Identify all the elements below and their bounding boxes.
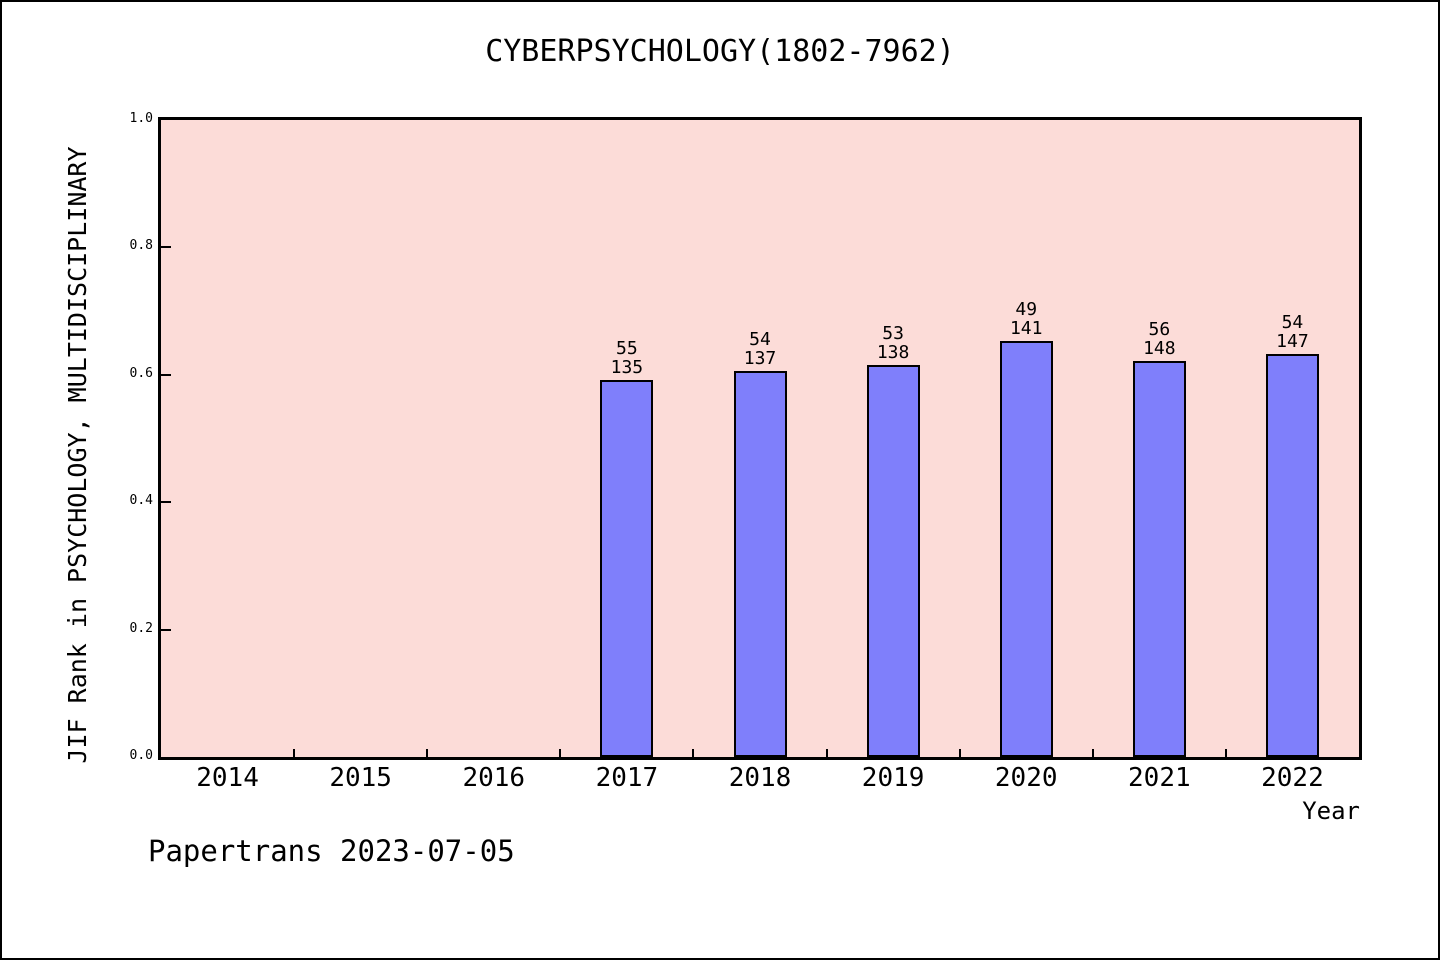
bar-2017 [600,379,654,757]
y-axis-tick [161,246,171,249]
bar-value-label-2020: 49 141 [1009,299,1043,340]
bar-2020 [999,341,1053,757]
chart-title: CYBERPSYCHOLOGY(1802-7962) [485,34,955,69]
bar-2022 [1265,353,1319,757]
y-axis-tick [161,373,171,376]
x-tick-label-2015: 2015 [329,763,392,793]
x-tick-label-2021: 2021 [1128,763,1191,793]
bar-value-label-2018: 54 137 [743,329,777,370]
x-tick-label-2017: 2017 [595,763,659,793]
y-tick-label-0.6: 0.6 [129,365,153,381]
bar-2019 [866,364,920,757]
bar-value-label-2019: 53 138 [876,322,910,363]
y-tick-label-0.4: 0.4 [129,493,153,509]
x-axis-tick [692,749,695,757]
bar-2021 [1132,361,1186,757]
y-tick-label-0.0: 0.0 [129,748,153,763]
y-tick-label-0.8: 0.8 [129,238,153,254]
x-axis-tick [958,749,961,757]
plot-area: 2014 2015 2016 2017 2018 2019 2020 2021 2022 0.0 0… [130,111,1362,793]
y-axis-label: JIF Rank in PSYCHOLOGY, MULTIDISCIPLINAR… [63,146,92,764]
x-axis-tick [293,749,296,757]
x-tick-label-2014: 2014 [196,763,259,793]
bar-2018 [733,371,787,757]
y-axis-tick [161,501,171,504]
x-axis-tick [825,749,828,757]
x-axis-tick [426,749,429,757]
x-tick-label-2019: 2019 [861,763,925,793]
y-tick-label-0.2: 0.2 [129,620,153,636]
footer-watermark: Papertrans 2023-07-05 [148,834,515,868]
bar-value-label-2022: 54 147 [1276,311,1309,352]
x-axis-tick [1091,749,1094,757]
x-axis-tick [559,749,562,757]
x-axis-label: Year [1302,797,1360,825]
bar-value-label-2021: 56 148 [1143,319,1176,360]
x-tick-label-2018: 2018 [728,763,792,793]
x-axis-tick [1224,749,1227,757]
y-tick-label-1.0: 1.0 [129,111,153,126]
x-tick-label-2016: 2016 [462,763,526,793]
x-tick-label-2022: 2022 [1261,763,1324,793]
y-axis-tick [161,628,171,631]
x-tick-label-2020: 2020 [994,763,1058,793]
bar-value-label-2017: 55 135 [610,337,644,378]
